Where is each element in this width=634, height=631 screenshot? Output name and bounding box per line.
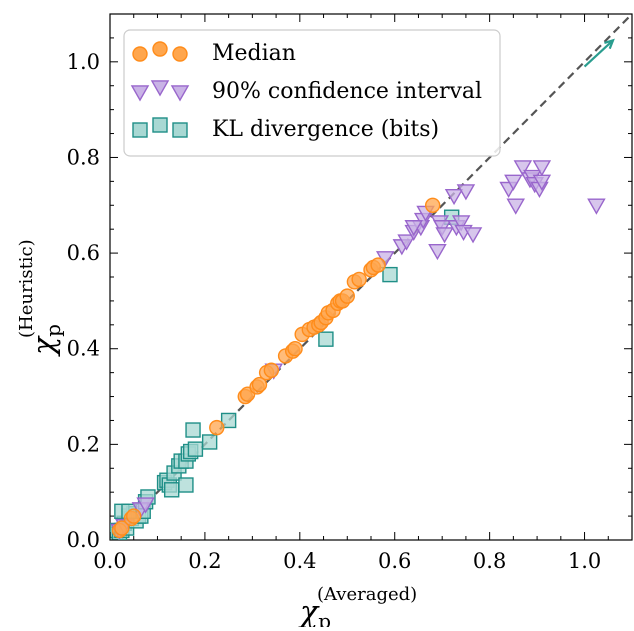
y-axis-label-subscript: p — [41, 324, 65, 337]
data-marks — [110, 160, 606, 540]
x-axis-label: χp (Averaged) — [298, 584, 417, 627]
series-triangle-down — [110, 160, 606, 540]
point-triangle-down-16 — [428, 243, 447, 261]
arrow-head — [604, 38, 615, 50]
point-triangle-down-33 — [587, 198, 606, 215]
point-circle-10 — [263, 362, 280, 378]
legend-marker-triangle-down — [150, 80, 170, 97]
point-triangle-down-26 — [513, 160, 533, 177]
point-triangle-down-3 — [136, 497, 155, 514]
point-triangle-down-31 — [532, 160, 552, 177]
series-square — [110, 209, 460, 540]
point-triangle-down-24 — [506, 198, 525, 215]
point-circle-1 — [114, 520, 130, 536]
arrow-shaft — [583, 39, 614, 68]
point-circle-25 — [339, 288, 355, 304]
point-circle-31 — [424, 197, 441, 213]
legend-marker-circle — [172, 46, 188, 62]
x-tick-label: 0.2 — [188, 549, 221, 573]
legend-label-triangle-down: 90% confidence interval — [212, 79, 482, 104]
legend-marker-circle — [152, 41, 168, 57]
point-square-31 — [201, 434, 218, 450]
legend: Median 90% confidence interval KL divergen… — [123, 29, 501, 157]
y-tick-label: 1.0 — [67, 50, 100, 74]
point-circle-4 — [209, 419, 225, 436]
axis-ticks: 0.00.0 0.2 0.2 0.4 0.4 0.6 0.6 0.8 0.8 1.0 1.0 — [67, 13, 633, 573]
legend-marker-circle — [132, 46, 148, 62]
y-tick-label: 0.4 — [67, 337, 100, 361]
series-circle — [111, 197, 441, 539]
point-circle-27 — [351, 271, 367, 288]
point-circle-13 — [287, 341, 303, 357]
point-square-21 — [163, 482, 180, 498]
legend-label-square: KL divergence (bits) — [212, 117, 439, 142]
point-square-29 — [187, 441, 204, 457]
y-axis-label-symbol: χ — [27, 335, 62, 357]
point-circle-3 — [126, 508, 142, 524]
point-triangle-down-7 — [397, 234, 416, 251]
legend-marker-triangle-down — [170, 85, 190, 102]
y-tick-label: 0.8 — [67, 145, 100, 169]
point-triangle-down-25 — [504, 174, 523, 191]
point-triangle-down-20 — [463, 227, 483, 244]
x-tick-label: 0.8 — [473, 549, 506, 573]
x-tick-label: 0.0 — [93, 549, 126, 573]
y-axis-label-superscript: (Heuristic) — [16, 239, 37, 338]
legend-marker-triangle-down — [130, 85, 150, 102]
point-square-30 — [178, 477, 194, 493]
legend-marker-square — [132, 122, 148, 138]
y-tick-label: 0.6 — [67, 241, 100, 265]
x-tick-label: 0.6 — [378, 549, 411, 573]
point-square-33 — [318, 331, 334, 347]
point-square-28 — [185, 422, 201, 438]
x-axis-label-symbol: χ — [298, 595, 320, 627]
point-triangle-down-15 — [435, 227, 454, 244]
point-triangle-down-22 — [456, 184, 476, 201]
x-tick-label: 0.4 — [283, 549, 316, 573]
legend-marker-square — [152, 117, 168, 133]
legend-box — [123, 29, 501, 157]
point-circle-30 — [370, 257, 386, 273]
y-axis-label: χp (Heuristic) — [16, 239, 65, 357]
y-tick-label: 0.2 — [67, 432, 100, 456]
legend-label-circle: Median — [212, 41, 296, 66]
point-circle-8 — [251, 376, 268, 393]
y-tick-label: 0.0 — [67, 528, 100, 552]
legend-marker-square — [172, 122, 188, 138]
point-square-34 — [382, 266, 398, 283]
point-square-32 — [220, 412, 237, 429]
point-triangle-down-18 — [451, 215, 471, 232]
x-tick-label: 1.0 — [568, 549, 601, 573]
point-triangle-down-21 — [444, 188, 464, 206]
x-axis-label-subscript: p — [318, 609, 331, 627]
point-triangle-down-32 — [532, 174, 552, 191]
point-triangle-down-12 — [404, 220, 423, 237]
x-axis-label-superscript: (Averaged) — [317, 584, 417, 605]
